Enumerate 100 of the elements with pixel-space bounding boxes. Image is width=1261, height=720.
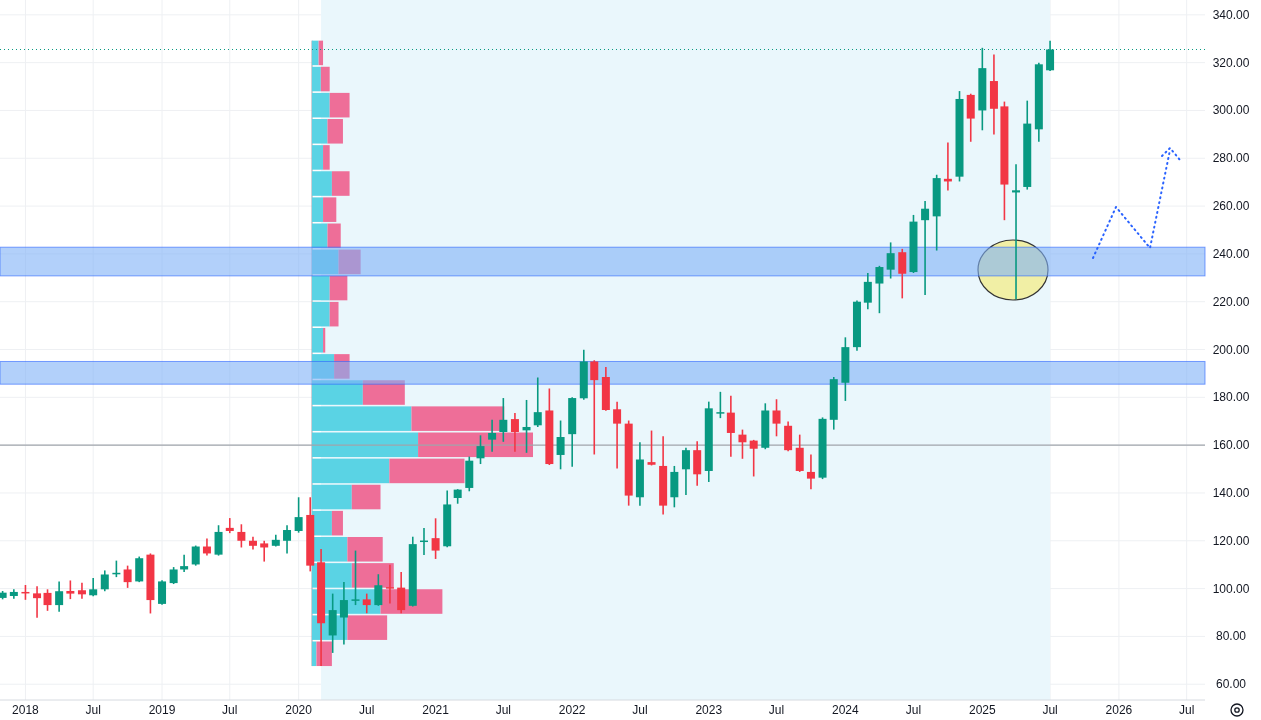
- bar: [331, 510, 343, 536]
- y-tick-label: 340.00: [1212, 7, 1250, 22]
- candlestick: [681, 446, 690, 496]
- y-tick-label: 320.00: [1212, 55, 1250, 70]
- x-tick-label: Jul: [632, 703, 648, 717]
- x-tick-label: Jul: [495, 703, 511, 717]
- candlestick: [66, 579, 75, 600]
- bar: [312, 458, 390, 484]
- x-tick-label: 2026: [1105, 703, 1133, 717]
- bar: [329, 301, 339, 327]
- candlestick: [966, 92, 975, 143]
- candlestick: [590, 359, 599, 456]
- candlestick: [921, 200, 930, 296]
- candlestick: [886, 241, 895, 280]
- candlestick: [294, 496, 303, 534]
- bar: [338, 249, 361, 275]
- bar: [329, 92, 350, 118]
- bar: [329, 275, 348, 301]
- candlestick: [726, 394, 735, 458]
- y-tick-label: 200.00: [1212, 342, 1250, 357]
- candlestick: [362, 592, 371, 615]
- x-tick-label: 2019: [148, 703, 176, 717]
- candlestick: [898, 248, 907, 300]
- candlestick: [488, 419, 497, 453]
- candlestick: [875, 265, 884, 314]
- candlestick: [55, 580, 64, 613]
- bar: [362, 380, 405, 405]
- candlestick: [339, 581, 348, 646]
- candlestick: [533, 376, 542, 428]
- x-tick-label: Jul: [85, 703, 101, 717]
- x-tick-label: 2023: [695, 703, 723, 717]
- candlestick: [191, 544, 200, 567]
- candlestick: [772, 398, 781, 438]
- candlestick: [237, 523, 246, 549]
- x-tick-label: Jul: [222, 703, 238, 717]
- candlestick: [613, 400, 622, 470]
- candlestick: [863, 272, 872, 311]
- candlestick: [749, 439, 758, 478]
- y-tick-label: 240.00: [1212, 246, 1250, 261]
- candlestick: [77, 582, 86, 600]
- bar: [312, 66, 321, 92]
- candlestick: [476, 434, 485, 465]
- y-tick-label: 120.00: [1212, 533, 1250, 548]
- bar: [334, 354, 350, 379]
- x-tick-label: Jul: [1178, 703, 1195, 717]
- candlestick: [123, 564, 132, 589]
- candlestick: [43, 588, 52, 612]
- candlestick: [431, 517, 440, 560]
- candlestick: [738, 428, 747, 460]
- bar: [351, 484, 381, 510]
- candlestick: [33, 585, 42, 619]
- candlestick: [1012, 163, 1021, 301]
- candlestick: [806, 453, 815, 490]
- y-tick-label: 160.00: [1212, 438, 1250, 453]
- candlestick: [100, 569, 109, 593]
- x-tick-label: 2024: [832, 703, 860, 717]
- x-tick-label: Jul: [1042, 703, 1058, 717]
- bar: [312, 92, 330, 118]
- y-tick-label: 220.00: [1212, 294, 1250, 309]
- x-tick-label: Jul: [905, 703, 922, 717]
- bar: [312, 223, 328, 249]
- candlestick: [397, 571, 406, 615]
- x-tick-label: Jul: [359, 703, 375, 717]
- candlestick: [283, 524, 292, 555]
- bar: [312, 432, 419, 458]
- candlestick: [716, 391, 725, 419]
- x-tick-label: 2021: [422, 703, 450, 717]
- x-tick-label: Jul: [768, 703, 785, 717]
- x-tick-label: 2025: [968, 703, 997, 717]
- x-tick-label: 2022: [558, 703, 586, 717]
- candlestick: [385, 563, 394, 605]
- candlestick: [89, 577, 98, 598]
- bar: [320, 66, 330, 92]
- bar: [411, 406, 505, 431]
- y-tick-label: 80.00: [1215, 629, 1247, 644]
- candlestick: [499, 397, 508, 443]
- bar: [312, 301, 330, 327]
- candlestick: [214, 524, 223, 557]
- candlestick: [135, 555, 144, 583]
- bar: [312, 40, 319, 66]
- y-tick-label: 180.00: [1212, 390, 1250, 405]
- y-tick-label: 280.00: [1212, 151, 1250, 166]
- candlestick: [510, 412, 519, 453]
- y-tick-label: 300.00: [1212, 103, 1250, 118]
- bar: [312, 249, 339, 275]
- y-tick-label: 60.00: [1215, 677, 1247, 692]
- bar: [327, 223, 341, 249]
- candlestick: [225, 517, 234, 534]
- candlestick: [795, 433, 804, 473]
- x-tick-label: 2018: [12, 703, 40, 717]
- y-tick-label: 260.00: [1212, 199, 1250, 214]
- bar: [312, 484, 352, 510]
- candlestick: [374, 573, 383, 607]
- candlestick: [260, 539, 269, 563]
- bar: [312, 275, 330, 301]
- bar: [323, 328, 326, 353]
- candlestick: [351, 549, 360, 606]
- y-tick-label: 140.00: [1212, 485, 1250, 500]
- candlestick: [647, 429, 656, 467]
- candlestick: [158, 579, 167, 606]
